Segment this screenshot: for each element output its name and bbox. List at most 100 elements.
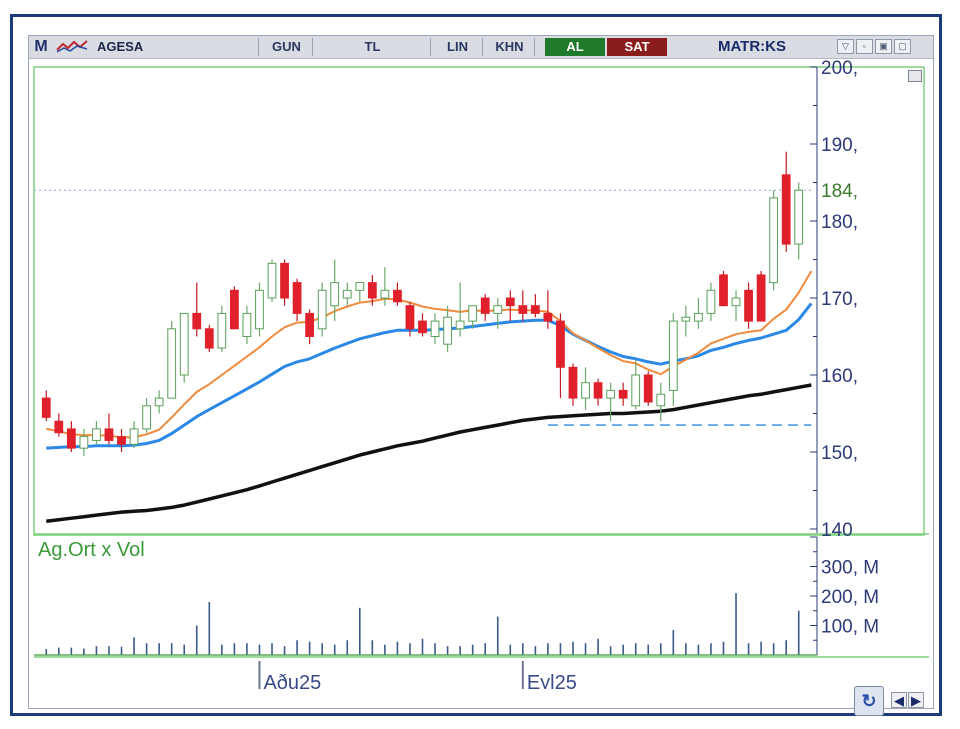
candle-body [129, 428, 139, 445]
candle-body [117, 436, 126, 445]
candle-body [581, 382, 590, 399]
restore-icon[interactable]: ▣ [875, 39, 892, 54]
currency-button[interactable]: TL [315, 38, 431, 56]
candle-body [204, 328, 214, 349]
candle-body [380, 289, 390, 299]
volume-title: Ag.Ort x Vol [38, 539, 145, 561]
candle-body [631, 374, 641, 407]
symbol-field[interactable]: AGESA [91, 38, 259, 56]
panel-square-icon[interactable] [908, 70, 922, 82]
sma-long-line [46, 383, 812, 524]
candle-body [719, 274, 728, 307]
price-tick-label: 150, [821, 443, 858, 464]
date-label: Eyl25 [527, 672, 577, 689]
price-tick-label: 200, [821, 59, 858, 79]
volume-tick-label: 300, M [821, 558, 879, 579]
candle-body [242, 312, 252, 337]
minimize-icon[interactable]: ▫ [856, 39, 873, 54]
candle-body [593, 382, 603, 399]
candle-body [430, 320, 440, 338]
candle-body [167, 328, 177, 399]
scroll-arrows: ◀ ▶ [891, 692, 927, 710]
close-icon[interactable]: ▢ [894, 39, 911, 54]
candle-body [518, 305, 528, 314]
chart-window: M AGESA GUN TL LIN KHN AL SAT MATR:KS ▽ … [10, 14, 942, 716]
candle-body [731, 297, 741, 307]
candle-body [342, 289, 352, 299]
menu-button[interactable]: M [34, 38, 48, 55]
price-panel-frame [33, 66, 925, 536]
scroll-right-icon[interactable]: ▶ [908, 692, 924, 708]
candle-body [455, 320, 465, 330]
candle-body [330, 282, 340, 307]
ema-short-line [46, 270, 813, 439]
price-tick-label: 160, [821, 366, 858, 387]
candle-body [794, 189, 804, 245]
candle-body [443, 316, 452, 345]
candle-body [393, 289, 402, 303]
candle-body [66, 428, 76, 449]
price-tick-label: 170, [821, 289, 858, 310]
chart-type-icon[interactable] [53, 38, 91, 56]
price-tick-label: 180, [821, 212, 858, 233]
candle-body [418, 320, 427, 334]
candle-body [744, 289, 753, 322]
volume-tick-label: 200, M [821, 587, 879, 608]
candle-body [179, 312, 189, 376]
candle-body [694, 312, 703, 322]
candle-body [568, 366, 578, 399]
candle-body [681, 316, 691, 322]
candle-body [606, 389, 616, 399]
candle-body [41, 397, 51, 418]
candle-body [556, 320, 565, 368]
khn-button[interactable]: KHN [485, 38, 535, 56]
price-tick-label: 140 [821, 520, 853, 541]
candle-body [769, 197, 779, 284]
candle-body [618, 389, 628, 399]
candle-body [367, 282, 377, 299]
candle-body [405, 305, 415, 330]
candle-body [756, 274, 766, 322]
buy-button[interactable]: AL [545, 38, 605, 56]
candle-body [355, 282, 365, 291]
candle-body [267, 262, 277, 299]
volume-tick-label: 100, M [821, 617, 879, 638]
candle-body [255, 289, 264, 330]
candle-body [643, 374, 653, 403]
refresh-icon[interactable]: ↻ [854, 686, 884, 716]
candle-body [217, 312, 227, 349]
candle-body [656, 393, 666, 407]
candle-body [706, 289, 716, 314]
candle-body [317, 289, 327, 330]
sell-button[interactable]: SAT [607, 38, 667, 56]
candle-body [104, 428, 114, 441]
candle-body [142, 405, 151, 430]
last-price-label: 184, [821, 181, 858, 202]
dropdown-icon[interactable]: ▽ [837, 39, 854, 54]
candle-body [468, 305, 478, 322]
candle-body [781, 174, 791, 245]
candle-body [543, 312, 553, 322]
linear-scale-button[interactable]: LIN [433, 38, 483, 56]
last-price-label-bg [819, 179, 867, 202]
ema-mid-line [46, 302, 813, 450]
price-chart: 140 150, 160, 170, 180, 190, 200, 184, Ag.Ort x … [33, 59, 929, 689]
scroll-left-icon[interactable]: ◀ [891, 692, 907, 708]
candle-body [493, 305, 503, 314]
period-button[interactable]: GUN [261, 38, 313, 56]
candle-body [92, 428, 101, 441]
candle-body [530, 305, 540, 314]
matriks-brand: MATR:KS [717, 38, 787, 55]
candle-body [79, 436, 89, 449]
candle-body [480, 297, 490, 314]
candle-body [668, 320, 678, 391]
price-tick-label: 190, [821, 135, 858, 156]
candle-body [505, 297, 515, 307]
candle-body [280, 262, 289, 299]
candle-body [229, 289, 239, 330]
candle-body [305, 312, 315, 337]
candle-body [54, 420, 64, 434]
candle-body [192, 312, 202, 330]
date-label: Aðu25 [263, 672, 321, 689]
candle-body [292, 282, 302, 314]
